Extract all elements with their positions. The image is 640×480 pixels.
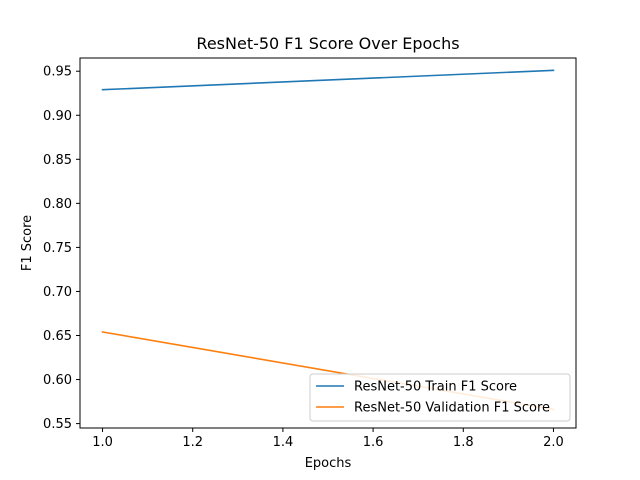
chart-title: ResNet-50 F1 Score Over Epochs (196, 34, 459, 53)
x-axis-label: Epochs (305, 456, 352, 471)
y-axis-ticks: 0.55 0.60 0.65 0.70 0.75 0.80 0.85 0.90 0.95 (43, 65, 80, 432)
y-axis-label: F1 Score (20, 215, 35, 271)
x-tick-label: 1.4 (273, 435, 294, 450)
y-tick-label: 0.95 (43, 65, 72, 80)
y-tick-label: 0.70 (43, 285, 72, 300)
y-tick-label: 0.90 (43, 109, 72, 124)
x-tick-label: 1.6 (363, 435, 384, 450)
x-tick-label: 2.0 (543, 435, 564, 450)
y-tick-label: 0.65 (43, 329, 72, 344)
legend-box (309, 373, 571, 422)
x-axis-ticks: 1.0 1.2 1.4 1.6 1.8 2.0 (92, 428, 564, 450)
x-tick-label: 1.0 (92, 435, 113, 450)
y-tick-label: 0.55 (43, 417, 72, 432)
y-tick-label: 0.85 (43, 153, 72, 168)
y-tick-label: 0.75 (43, 241, 72, 256)
y-tick-label: 0.60 (43, 373, 72, 388)
legend-label-validation: ResNet-50 Validation F1 Score (354, 401, 550, 416)
x-tick-label: 1.8 (453, 435, 474, 450)
x-tick-label: 1.2 (182, 435, 203, 450)
y-tick-label: 0.80 (43, 197, 72, 212)
legend-label-train: ResNet-50 Train F1 Score (354, 380, 517, 395)
legend: ResNet-50 Train F1 Score ResNet-50 Valida… (309, 373, 571, 422)
plot-frame (79, 57, 577, 429)
series-line-train (101, 69, 555, 91)
